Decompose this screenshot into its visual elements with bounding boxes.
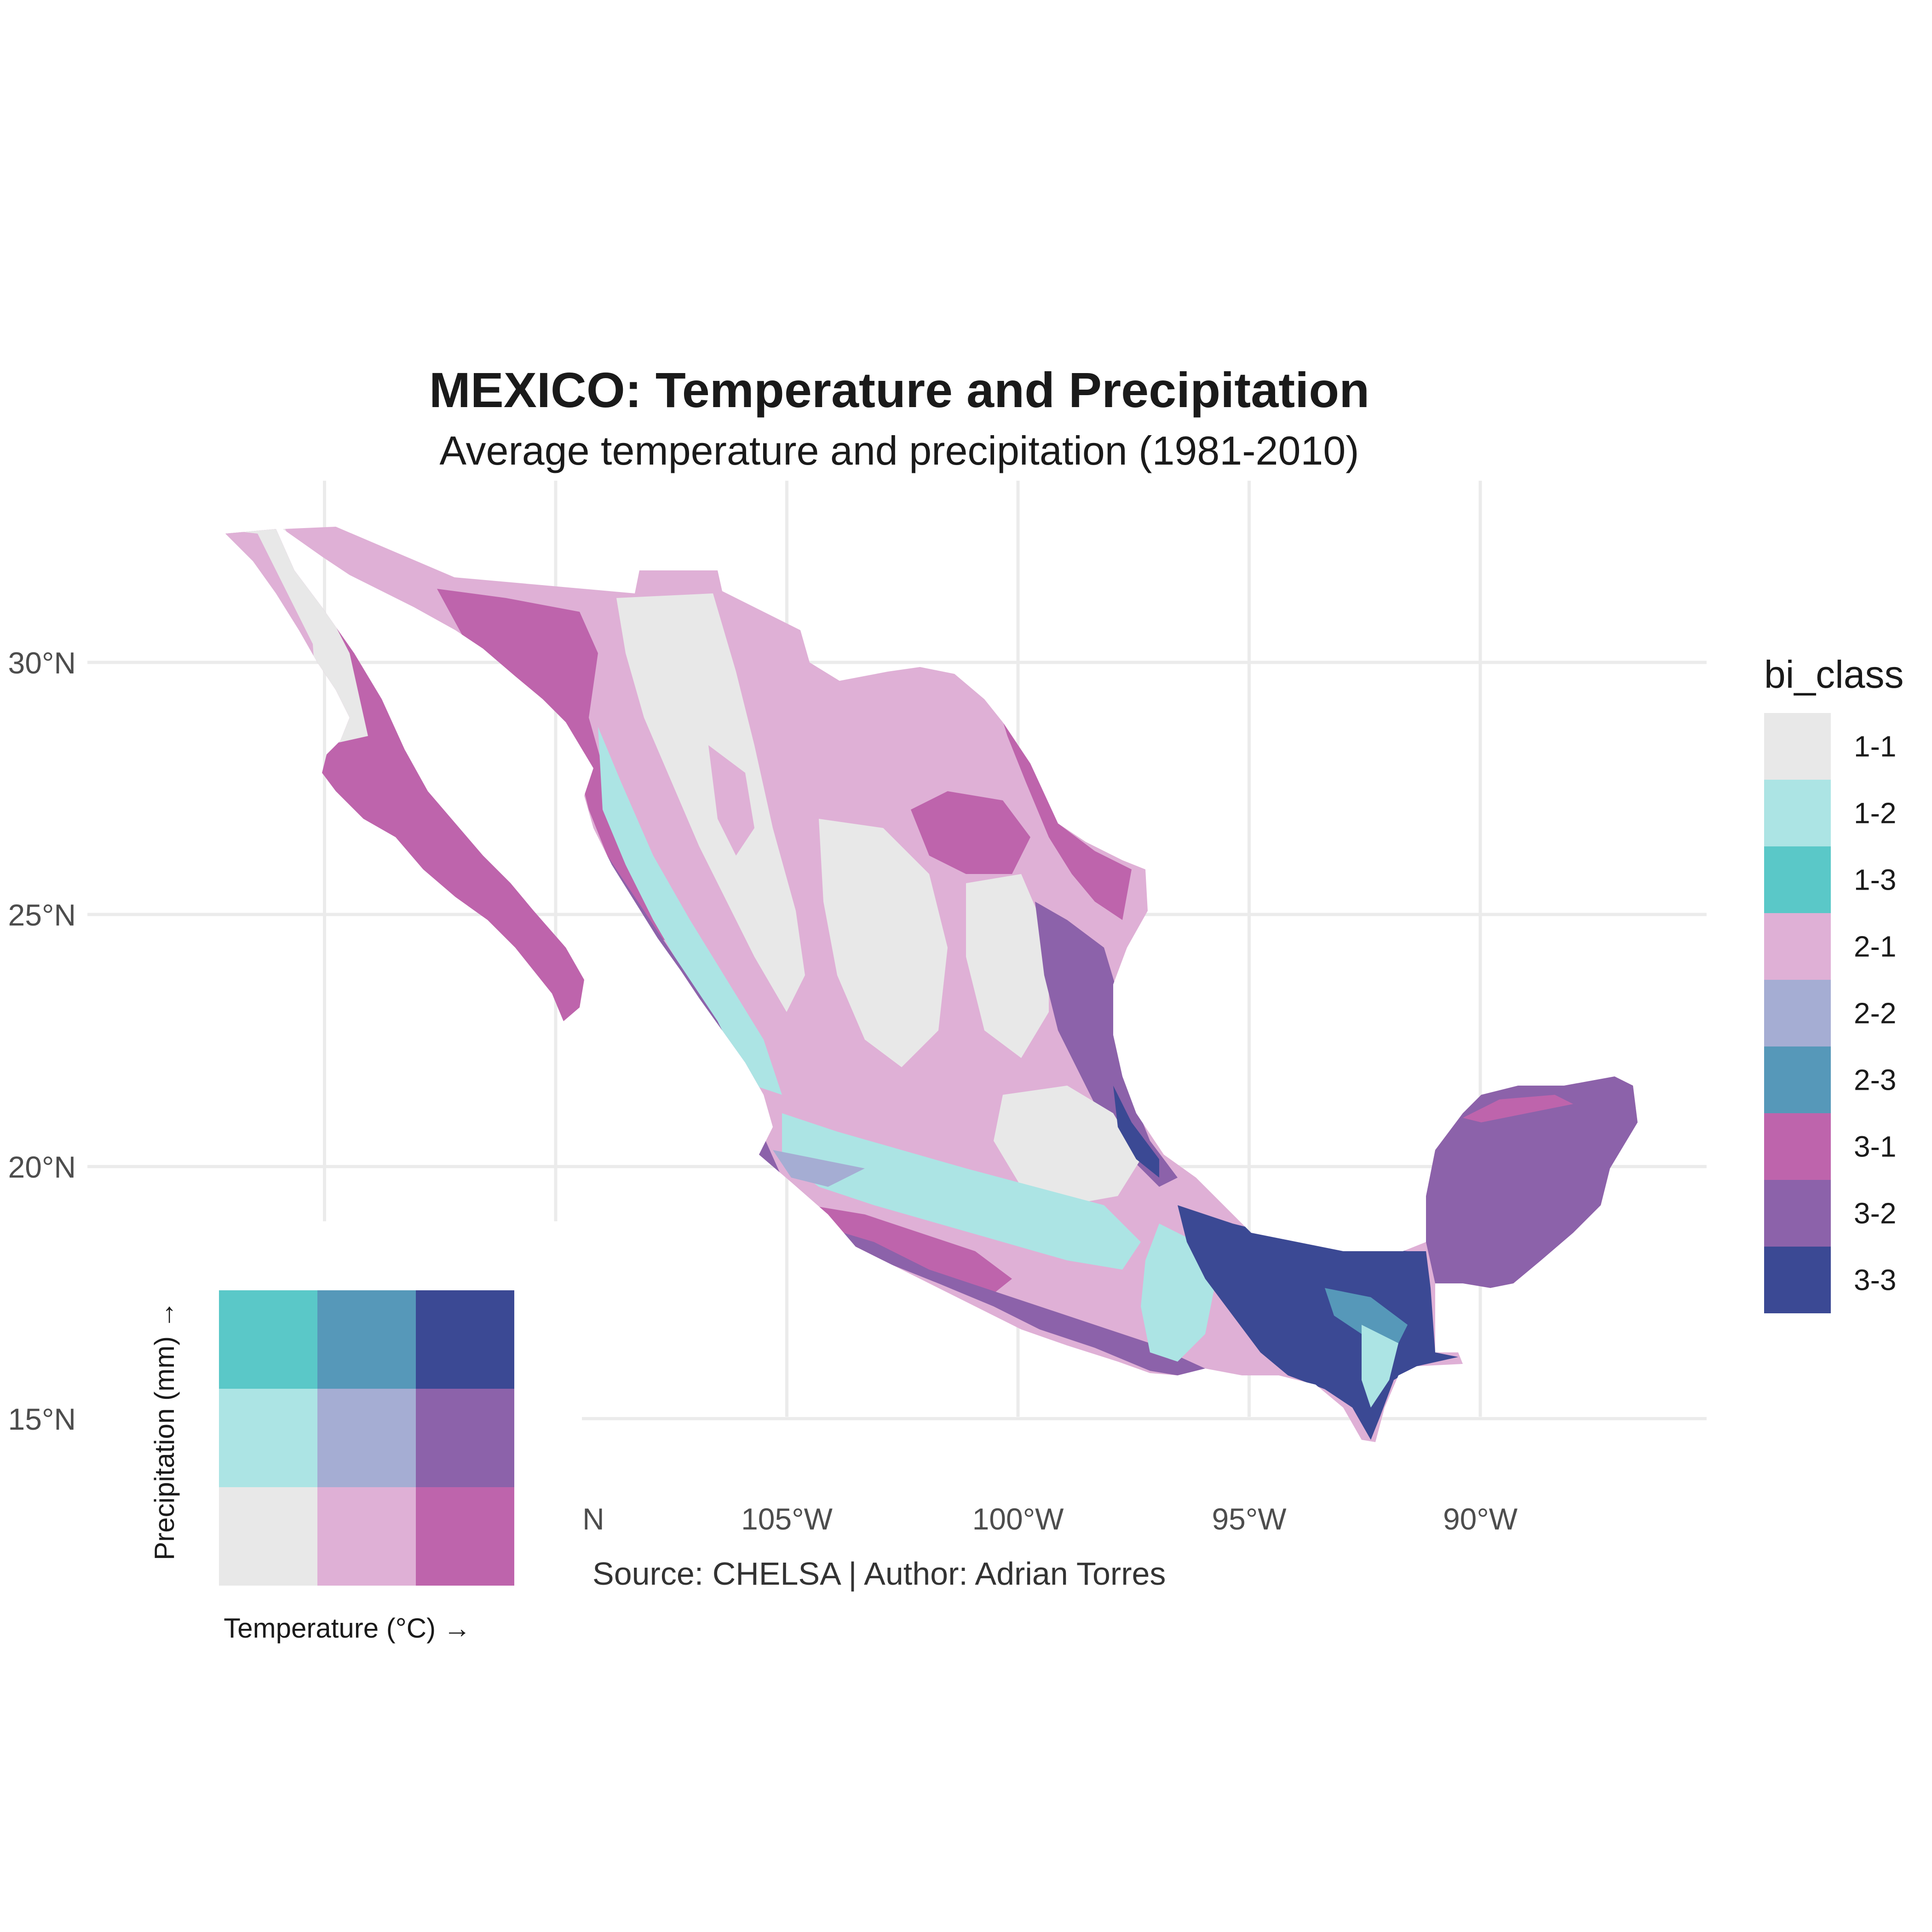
legend-swatch-3-2 [1764, 1180, 1831, 1247]
lat-tick-label: 20°N [8, 1150, 76, 1184]
key-y-label: Precipitation (mm) → [149, 1301, 180, 1560]
lon-tick-label: N [582, 1502, 604, 1536]
climate-zone-1-2 [1362, 1325, 1398, 1408]
key-cell-1-2 [219, 1389, 317, 1487]
legend-label-3-1: 3-1 [1854, 1130, 1897, 1163]
lon-tick-label: 90°W [1443, 1502, 1518, 1536]
mexico-mainland-base [283, 527, 1638, 1442]
climate-zone-2-1 [708, 745, 754, 856]
climate-zone-1-2 [782, 1113, 1141, 1270]
climate-zone-2-1 [225, 529, 322, 782]
key-cell-3-3 [416, 1290, 514, 1389]
lat-tick-label: 15°N [8, 1402, 76, 1436]
key-cell-1-1 [219, 1487, 317, 1586]
climate-zone-3-1 [437, 589, 676, 943]
climate-zone-2-3 [1325, 1288, 1408, 1343]
climate-zone-1-1 [994, 1086, 1141, 1205]
climate-zone-3-2 [1035, 902, 1178, 1187]
climate-zone-3-3 [1113, 1086, 1159, 1178]
legend-label-1-1: 1-1 [1854, 730, 1897, 763]
legend-label-1-2: 1-2 [1854, 797, 1897, 830]
climate-zone-3-2 [782, 1214, 1205, 1375]
legend-swatch-3-1 [1764, 1113, 1831, 1180]
lon-tick-label: 100°W [972, 1502, 1064, 1536]
map-title: MEXICO: Temperature and Precipitation [429, 362, 1369, 418]
key-cell-2-2 [317, 1389, 416, 1487]
legend-label-2-3: 2-3 [1854, 1064, 1897, 1097]
legend-label-2-2: 2-2 [1854, 997, 1897, 1030]
legend-title: bi_class [1764, 653, 1903, 696]
legend-swatch-3-3 [1764, 1247, 1831, 1313]
legend-swatch-2-3 [1764, 1046, 1831, 1113]
legend-swatch-2-2 [1764, 980, 1831, 1046]
key-cell-3-1 [416, 1487, 514, 1586]
key-cell-1-3 [219, 1290, 317, 1389]
climate-zone-3-1 [911, 791, 1030, 874]
climate-zone-3-1 [810, 1205, 1012, 1297]
legend-swatch-1-2 [1764, 780, 1831, 846]
key-cell-3-2 [416, 1389, 514, 1487]
lon-tick-label: 95°W [1212, 1502, 1287, 1536]
climate-zone-1-1 [966, 874, 1049, 1058]
key-cell-2-1 [317, 1487, 416, 1586]
lon-tick-label: 105°W [741, 1502, 833, 1536]
legend-label-3-2: 3-2 [1854, 1197, 1897, 1230]
map-caption: Source: CHELSA | Author: Adrian Torres [592, 1556, 1166, 1592]
legend-label-3-3: 3-3 [1854, 1264, 1897, 1297]
climate-zone-2-2 [773, 1150, 865, 1187]
climate-zone-1-1 [616, 593, 805, 1012]
legend-swatch-1-1 [1764, 713, 1831, 780]
key-cell-2-3 [317, 1290, 416, 1389]
climate-zone-1-2 [598, 727, 782, 1095]
legend-label-2-1: 2-1 [1854, 930, 1897, 963]
legend-swatch-2-1 [1764, 913, 1831, 980]
longitude-labels: N 105°W 100°W 95°W 90°W [582, 1502, 1518, 1536]
latitude-labels: 30°N 25°N 20°N 15°N [8, 646, 76, 1436]
climate-zone-3-1 [989, 676, 1132, 920]
climate-zone-2-1 [929, 690, 980, 754]
bi-class-legend: bi_class 1-1 1-2 1-3 2-1 2-2 2-3 3-1 3-2 3-3 [1764, 653, 1903, 1313]
legend-swatch-1-3 [1764, 846, 1831, 913]
climate-zone-3-1 [1463, 1095, 1573, 1122]
lat-tick-label: 25°N [8, 898, 76, 932]
bivariate-key: Temperature (°C) → Precipitation (mm) → [149, 1290, 514, 1644]
key-x-label: Temperature (°C) → [224, 1613, 471, 1644]
map-subtitle: Average temperature and precipitation (1… [439, 428, 1359, 473]
legend-label-1-3: 1-3 [1854, 863, 1897, 897]
climate-zone-3-2 [1426, 1076, 1638, 1288]
lat-tick-label: 30°N [8, 646, 76, 680]
climate-zone-1-1 [819, 819, 948, 1067]
